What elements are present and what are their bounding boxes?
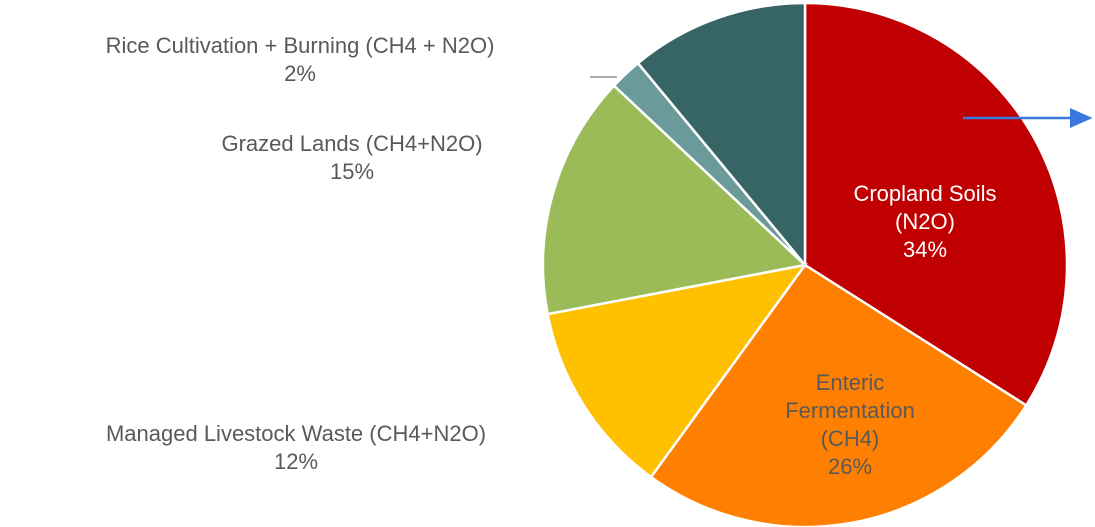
value-label: 15% [329, 159, 375, 184]
value-label: 2% [284, 61, 316, 86]
slice [636, 1, 807, 269]
category-label: Rice Cultivation + Burning (CH4 + N2O) [105, 33, 495, 58]
slice [649, 263, 1028, 527]
pie [541, 1, 1069, 527]
value-label: 34% [902, 237, 948, 262]
slice [541, 83, 808, 316]
category-label: Cropland Soils (N2O) [853, 181, 997, 234]
category-label: Managed Livestock Waste (CH4+N2O) [105, 421, 487, 446]
value-label: 26% [827, 454, 873, 479]
slice-label: Rice Cultivation + Burning (CH4 + N2O) 2% [0, 32, 600, 88]
slice [546, 263, 808, 479]
category-label: Enteric Fermentation (CH4) [785, 370, 915, 451]
slice-label: Managed Livestock Waste (CH4+N2O) 12% [0, 420, 596, 476]
value-label: 12% [273, 449, 319, 474]
slice-label: Grazed Lands (CH4+N2O) 15% [142, 130, 562, 186]
slice-label: Enteric Fermentation (CH4) 26% [775, 369, 925, 481]
category-label: Grazed Lands (CH4+N2O) [221, 131, 483, 156]
slice [803, 1, 1069, 408]
slice-label: Cropland Soils (N2O) 34% [835, 180, 1015, 264]
